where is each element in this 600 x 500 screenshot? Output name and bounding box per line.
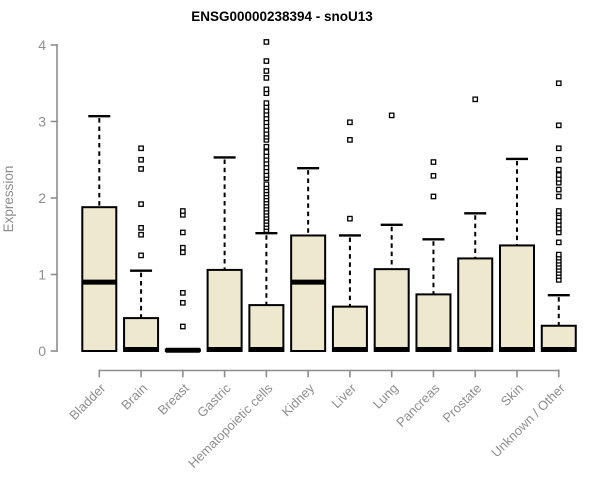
outlier-point-brain [138,252,144,259]
x-tick-label-kidney: Kidney [279,380,318,419]
outlier-point-hematopoietic-cells [263,100,270,106]
outlier-point-brain [138,166,144,172]
outlier-point-breast [179,323,186,330]
box-lung [373,268,410,352]
outlier-point-brain [138,201,144,207]
y-axis-label: Expression [1,166,16,233]
outlier-point-liver [347,215,353,222]
x-tick-label-breast: Breast [155,380,192,417]
x-tick-label-liver: Liver [329,380,360,411]
outlier-point-lung [388,112,395,119]
box-bladder [81,206,118,352]
outlier-point-unknown-other [555,166,562,173]
outlier-point-pancreas [430,193,437,200]
y-tick-label-2: 2 [38,190,46,206]
outlier-point-breast [179,229,186,236]
outlier-point-breast [179,249,186,256]
x-tick-label-unknown-other: Unknown / Other [488,380,568,460]
box-liver [331,305,368,353]
box-gastric [206,268,243,352]
outlier-point-breast [179,290,186,296]
outlier-point-unknown-other [555,208,562,214]
outlier-point-hematopoietic-cells [263,68,270,74]
outlier-point-hematopoietic-cells [263,39,270,45]
y-tick-label-4: 4 [38,37,46,53]
outlier-point-unknown-other [555,156,562,163]
x-tick-label-brain: Brain [118,381,150,413]
y-tick-label-1: 1 [38,267,46,283]
outlier-point-pancreas [430,159,437,165]
outlier-point-brain [138,145,144,152]
outlier-point-liver [347,137,353,143]
box-pancreas [415,293,452,353]
outlier-point-brain [138,156,144,163]
outlier-point-unknown-other [555,193,562,200]
outlier-point-unknown-other [555,251,562,258]
outlier-point-hematopoietic-cells [263,58,270,64]
box-brain [123,317,160,353]
box-prostate [457,257,494,352]
x-tick-label-lung: Lung [370,381,401,412]
outlier-point-prostate [472,96,479,103]
box-hematopoietic-cells [248,304,285,353]
outlier-point-breast [179,244,186,251]
outlier-point-breast [179,208,186,214]
outlier-point-brain [138,224,144,231]
outlier-point-hematopoietic-cells [263,86,270,93]
outlier-point-unknown-other [555,172,562,178]
y-tick-label-3: 3 [38,114,46,130]
chart-title: ENSG00000238394 - snoU13 [191,9,373,24]
outlier-point-unknown-other [555,239,562,246]
outlier-point-brain [138,231,144,238]
x-tick-label-gastric: Gastric [194,380,234,420]
x-tick-label-pancreas: Pancreas [393,380,443,430]
outlier-point-unknown-other [555,186,562,193]
x-tick-label-bladder: Bladder [66,380,109,423]
outlier-point-hematopoietic-cells [263,149,270,155]
outlier-point-unknown-other [555,122,562,129]
x-tick-label-prostate: Prostate [440,381,485,426]
box-skin [499,244,535,352]
outlier-point-hematopoietic-cells [263,75,270,81]
outlier-point-liver [347,119,353,126]
box-kidney [290,234,327,352]
outlier-point-hematopoietic-cells [263,143,270,150]
outlier-point-unknown-other [555,80,562,87]
y-tick-label-0: 0 [38,343,46,359]
outlier-point-breast [179,299,186,306]
outlier-point-hematopoietic-cells [263,181,270,188]
outlier-point-unknown-other [555,145,562,152]
outlier-point-pancreas [430,172,437,179]
x-tick-label-skin: Skin [498,381,526,409]
